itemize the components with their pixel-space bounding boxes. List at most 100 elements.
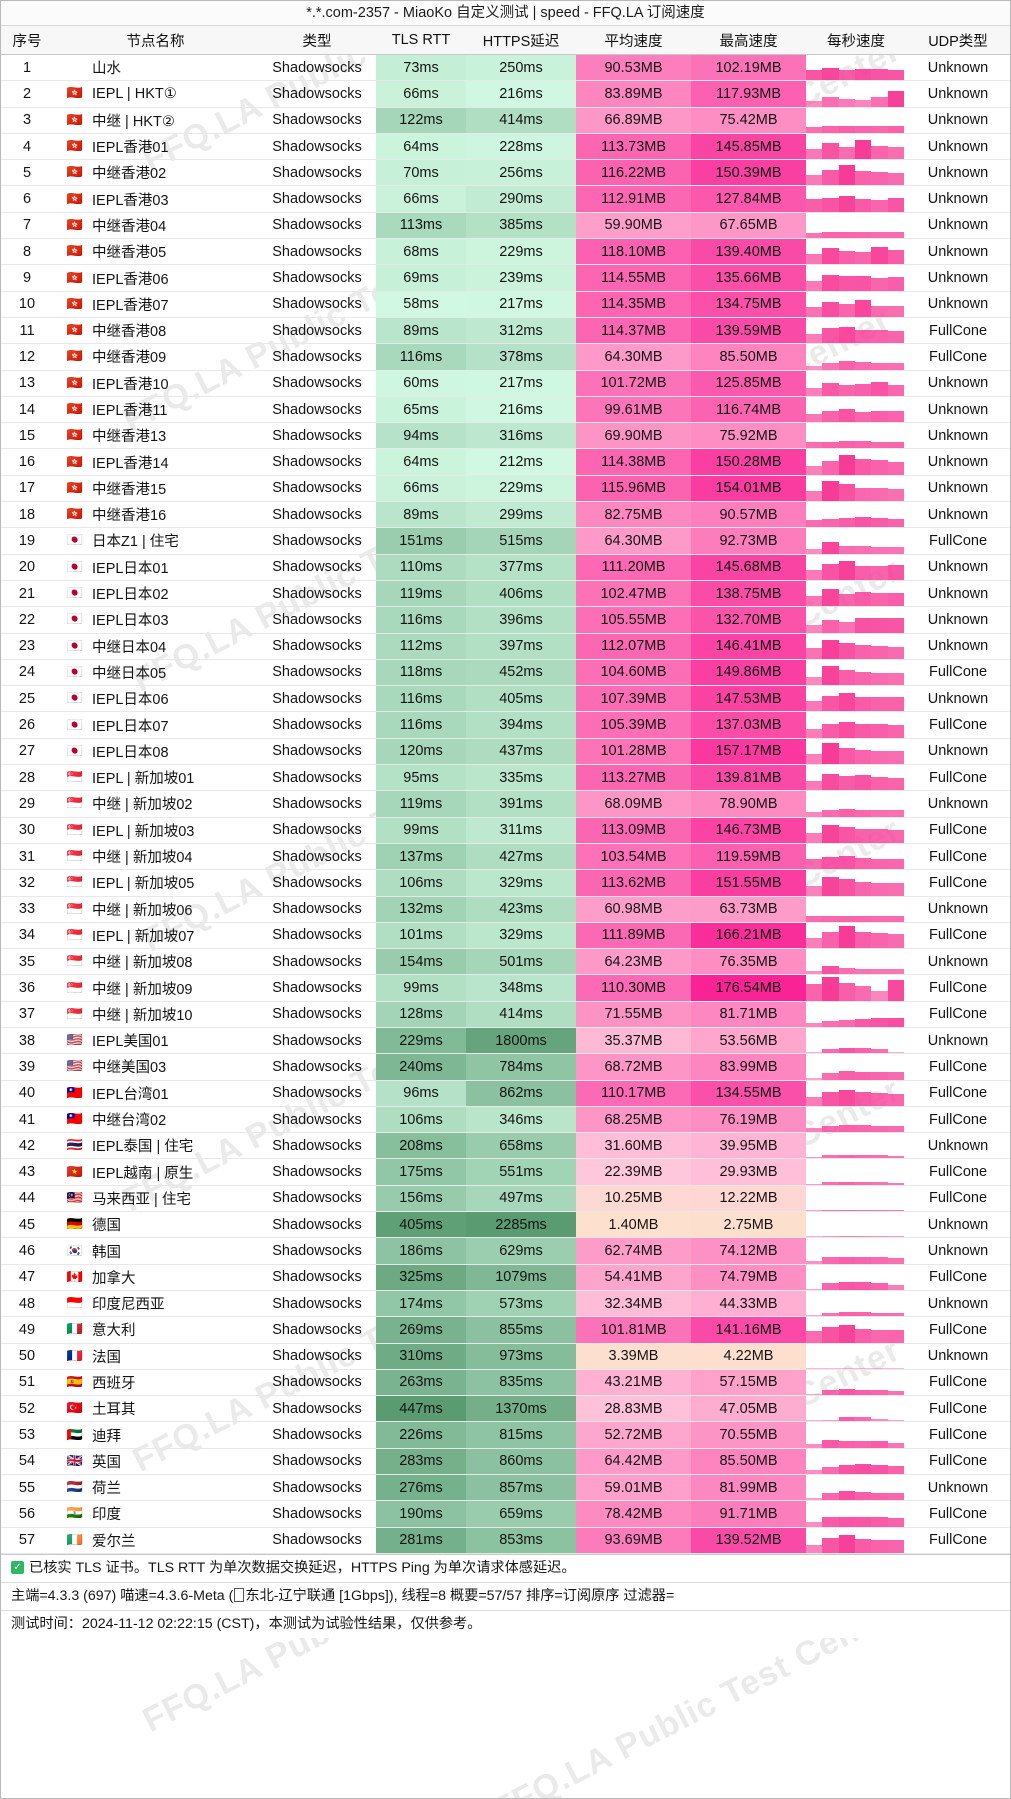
table-row[interactable]: 23 🇯🇵 中继日本04 Shadowsocks 112ms 397ms 112.07MB 1… (1, 633, 1010, 660)
table-row[interactable]: 44 🇲🇾 马来西亚 | 住宅 Shadowsocks 156ms 497ms 10.25M… (1, 1185, 1010, 1213)
cell-node-name[interactable]: 🇻🇳 IEPL越南 | 原生 (53, 1158, 258, 1186)
table-row[interactable]: 18 🇭🇰 中继香港16 Shadowsocks 89ms 299ms 82.75MB 90.… (1, 501, 1010, 529)
table-row[interactable]: 31 🇸🇬 中继 | 新加坡04 Shadowsocks 137ms 427ms 103.5… (1, 843, 1010, 871)
cell-node-name[interactable]: 🇯🇵 日本Z1 | 住宅 (53, 527, 258, 555)
table-row[interactable]: 3 🇭🇰 中继 | HKT② Shadowsocks 122ms 414ms 66.89MB… (1, 107, 1010, 134)
cell-node-name[interactable]: 🇭🇰 IEPL香港07 (53, 291, 258, 318)
cell-node-name[interactable]: 🇹🇷 土耳其 (53, 1395, 258, 1423)
table-row[interactable]: 7 🇭🇰 中继香港04 Shadowsocks 113ms 385ms 59.90MB 67.… (1, 212, 1010, 240)
table-row[interactable]: 17 🇭🇰 中继香港15 Shadowsocks 66ms 229ms 115.96MB 15… (1, 475, 1010, 503)
table-row[interactable]: 45 🇩🇪 德国 Shadowsocks 405ms 2285ms 1.40MB 2.75MB… (1, 1211, 1010, 1239)
table-row[interactable]: 28 🇸🇬 IEPL | 新加坡01 Shadowsocks 95ms 335ms 113.… (1, 764, 1010, 792)
table-row[interactable]: 25 🇯🇵 IEPL日本06 Shadowsocks 116ms 405ms 107.39M… (1, 685, 1010, 713)
cell-node-name[interactable]: 🇹🇼 中继台湾02 (53, 1106, 258, 1134)
cell-node-name[interactable]: 🇭🇰 中继香港05 (53, 238, 258, 266)
table-row[interactable]: 13 🇭🇰 IEPL香港10 Shadowsocks 60ms 217ms 101.72MB… (1, 370, 1010, 397)
cell-node-name[interactable]: 🇭🇰 中继香港16 (53, 501, 258, 529)
cell-node-name[interactable]: 🇯🇵 中继日本05 (53, 659, 258, 687)
column-header-https-latency[interactable]: HTTPS延迟 (466, 26, 576, 55)
table-row[interactable]: 55 🇳🇱 荷兰 Shadowsocks 276ms 857ms 59.01MB 81.99M… (1, 1474, 1010, 1502)
cell-node-name[interactable]: 山水 (53, 54, 258, 82)
cell-node-name[interactable]: 🇯🇵 IEPL日本01 (53, 554, 258, 581)
table-row[interactable]: 32 🇸🇬 IEPL | 新加坡05 Shadowsocks 106ms 329ms 113… (1, 869, 1010, 897)
table-row[interactable]: 50 🇫🇷 法国 Shadowsocks 310ms 973ms 3.39MB 4.22MB U… (1, 1343, 1010, 1370)
cell-node-name[interactable]: 🇸🇬 中继 | 新加坡10 (53, 1001, 258, 1028)
cell-node-name[interactable]: 🇩🇪 德国 (53, 1211, 258, 1239)
cell-node-name[interactable]: 🇺🇸 IEPL美国01 (53, 1027, 258, 1055)
column-header-avg-speed[interactable]: 平均速度 (576, 26, 691, 55)
cell-node-name[interactable]: 🇭🇰 IEPL | HKT① (53, 80, 258, 108)
table-row[interactable]: 56 🇮🇳 印度 Shadowsocks 190ms 659ms 78.42MB 91.71M… (1, 1500, 1010, 1528)
cell-node-name[interactable]: 🇭🇰 IEPL香港11 (53, 396, 258, 424)
cell-node-name[interactable]: 🇮🇩 印度尼西亚 (53, 1290, 258, 1318)
table-row[interactable]: 54 🇬🇧 英国 Shadowsocks 283ms 860ms 64.42MB 85.50M… (1, 1448, 1010, 1476)
cell-node-name[interactable]: 🇸🇬 中继 | 新加坡06 (53, 896, 258, 923)
cell-node-name[interactable]: 🇸🇬 中继 | 新加坡04 (53, 843, 258, 871)
cell-node-name[interactable]: 🇭🇰 中继香港13 (53, 422, 258, 450)
cell-node-name[interactable]: 🇺🇸 中继美国03 (53, 1053, 258, 1081)
table-row[interactable]: 48 🇮🇩 印度尼西亚 Shadowsocks 174ms 573ms 32.34MB 44.… (1, 1290, 1010, 1318)
table-row[interactable]: 36 🇸🇬 中继 | 新加坡09 Shadowsocks 99ms 348ms 110.30… (1, 974, 1010, 1002)
table-row[interactable]: 52 🇹🇷 土耳其 Shadowsocks 447ms 1370ms 28.83MB 47.0… (1, 1395, 1010, 1423)
cell-node-name[interactable]: 🇭🇰 中继香港04 (53, 212, 258, 240)
table-row[interactable]: 34 🇸🇬 IEPL | 新加坡07 Shadowsocks 101ms 329ms 111… (1, 922, 1010, 950)
table-row[interactable]: 14 🇭🇰 IEPL香港11 Shadowsocks 65ms 216ms 99.61MB 1… (1, 396, 1010, 424)
cell-node-name[interactable]: 🇸🇬 中继 | 新加坡02 (53, 790, 258, 818)
cell-node-name[interactable]: 🇮🇹 意大利 (53, 1316, 258, 1344)
table-row[interactable]: 35 🇸🇬 中继 | 新加坡08 Shadowsocks 154ms 501ms 64.23… (1, 948, 1010, 976)
cell-node-name[interactable]: 🇦🇪 迪拜 (53, 1421, 258, 1449)
table-row[interactable]: 20 🇯🇵 IEPL日本01 Shadowsocks 110ms 377ms 111.20M… (1, 554, 1010, 581)
table-row[interactable]: 5 🇭🇰 中继香港02 Shadowsocks 70ms 256ms 116.22MB 150… (1, 159, 1010, 187)
table-row[interactable]: 51 🇪🇸 西班牙 Shadowsocks 263ms 835ms 43.21MB 57.15… (1, 1369, 1010, 1397)
cell-node-name[interactable]: 🇭🇰 中继香港08 (53, 317, 258, 345)
cell-node-name[interactable]: 🇸🇬 IEPL | 新加坡03 (53, 817, 258, 844)
table-row[interactable]: 37 🇸🇬 中继 | 新加坡10 Shadowsocks 128ms 414ms 71.55… (1, 1001, 1010, 1028)
cell-node-name[interactable]: 🇯🇵 中继日本04 (53, 633, 258, 660)
table-row[interactable]: 24 🇯🇵 中继日本05 Shadowsocks 118ms 452ms 104.60MB 1… (1, 659, 1010, 687)
column-header-udp-type[interactable]: UDP类型 (906, 26, 1010, 55)
table-row[interactable]: 40 🇹🇼 IEPL台湾01 Shadowsocks 96ms 862ms 110.17MB… (1, 1080, 1010, 1107)
cell-node-name[interactable]: 🇸🇬 IEPL | 新加坡01 (53, 764, 258, 792)
cell-node-name[interactable]: 🇭🇰 IEPL香港01 (53, 133, 258, 161)
table-row[interactable]: 49 🇮🇹 意大利 Shadowsocks 269ms 855ms 101.81MB 141.… (1, 1316, 1010, 1344)
cell-node-name[interactable]: 🇮🇪 爱尔兰 (53, 1527, 258, 1554)
column-header-index[interactable]: 序号 (1, 26, 53, 55)
cell-node-name[interactable]: 🇫🇷 法国 (53, 1343, 258, 1370)
column-header-tls-rtt[interactable]: TLS RTT (376, 26, 466, 55)
table-row[interactable]: 27 🇯🇵 IEPL日本08 Shadowsocks 120ms 437ms 101.28M… (1, 738, 1010, 766)
table-row[interactable]: 53 🇦🇪 迪拜 Shadowsocks 226ms 815ms 52.72MB 70.55M… (1, 1421, 1010, 1449)
cell-node-name[interactable]: 🇯🇵 IEPL日本08 (53, 738, 258, 766)
cell-node-name[interactable]: 🇸🇬 中继 | 新加坡09 (53, 974, 258, 1002)
column-header-per-second[interactable]: 每秒速度 (806, 26, 906, 55)
table-row[interactable]: 43 🇻🇳 IEPL越南 | 原生 Shadowsocks 175ms 551ms 22.3… (1, 1158, 1010, 1186)
table-row[interactable]: 42 🇹🇭 IEPL泰国 | 住宅 Shadowsocks 208ms 658ms 31.6… (1, 1132, 1010, 1160)
table-row[interactable]: 47 🇨🇦 加拿大 Shadowsocks 325ms 1079ms 54.41MB 74.7… (1, 1264, 1010, 1291)
table-row[interactable]: 29 🇸🇬 中继 | 新加坡02 Shadowsocks 119ms 391ms 68.09… (1, 790, 1010, 818)
table-row[interactable]: 19 🇯🇵 日本Z1 | 住宅 Shadowsocks 151ms 515ms 64.30M… (1, 527, 1010, 555)
cell-node-name[interactable]: 🇮🇳 印度 (53, 1500, 258, 1528)
cell-node-name[interactable]: 🇭🇰 中继 | HKT② (53, 107, 258, 134)
cell-node-name[interactable]: 🇭🇰 IEPL香港14 (53, 448, 258, 476)
table-row[interactable]: 26 🇯🇵 IEPL日本07 Shadowsocks 116ms 394ms 105.39M… (1, 711, 1010, 739)
cell-node-name[interactable]: 🇭🇰 IEPL香港10 (53, 370, 258, 397)
table-row[interactable]: 9 🇭🇰 IEPL香港06 Shadowsocks 69ms 239ms 114.55MB 1… (1, 264, 1010, 292)
cell-node-name[interactable]: 🇸🇬 IEPL | 新加坡05 (53, 869, 258, 897)
table-row[interactable]: 16 🇭🇰 IEPL香港14 Shadowsocks 64ms 212ms 114.38MB… (1, 448, 1010, 476)
cell-node-name[interactable]: 🇭🇰 中继香港15 (53, 475, 258, 503)
table-row[interactable]: 46 🇰🇷 韩国 Shadowsocks 186ms 629ms 62.74MB 74.12M… (1, 1237, 1010, 1265)
cell-node-name[interactable]: 🇯🇵 IEPL日本07 (53, 711, 258, 739)
cell-node-name[interactable]: 🇲🇾 马来西亚 | 住宅 (53, 1185, 258, 1213)
table-row[interactable]: 4 🇭🇰 IEPL香港01 Shadowsocks 64ms 228ms 113.73MB 1… (1, 133, 1010, 161)
cell-node-name[interactable]: 🇹🇭 IEPL泰国 | 住宅 (53, 1132, 258, 1160)
table-row[interactable]: 38 🇺🇸 IEPL美国01 Shadowsocks 229ms 1800ms 35.37M… (1, 1027, 1010, 1055)
cell-node-name[interactable]: 🇭🇰 IEPL香港06 (53, 264, 258, 292)
table-row[interactable]: 11 🇭🇰 中继香港08 Shadowsocks 89ms 312ms 114.37MB 13… (1, 317, 1010, 345)
table-row[interactable]: 8 🇭🇰 中继香港05 Shadowsocks 68ms 229ms 118.10MB 139… (1, 238, 1010, 266)
cell-node-name[interactable]: 🇳🇱 荷兰 (53, 1474, 258, 1502)
cell-node-name[interactable]: 🇭🇰 IEPL香港03 (53, 185, 258, 213)
cell-node-name[interactable]: 🇬🇧 英国 (53, 1448, 258, 1476)
table-row[interactable]: 15 🇭🇰 中继香港13 Shadowsocks 94ms 316ms 69.90MB 75.… (1, 422, 1010, 450)
cell-node-name[interactable]: 🇨🇦 加拿大 (53, 1264, 258, 1291)
table-row[interactable]: 6 🇭🇰 IEPL香港03 Shadowsocks 66ms 290ms 112.91MB 1… (1, 185, 1010, 213)
table-row[interactable]: 41 🇹🇼 中继台湾02 Shadowsocks 106ms 346ms 68.25MB 76… (1, 1106, 1010, 1134)
